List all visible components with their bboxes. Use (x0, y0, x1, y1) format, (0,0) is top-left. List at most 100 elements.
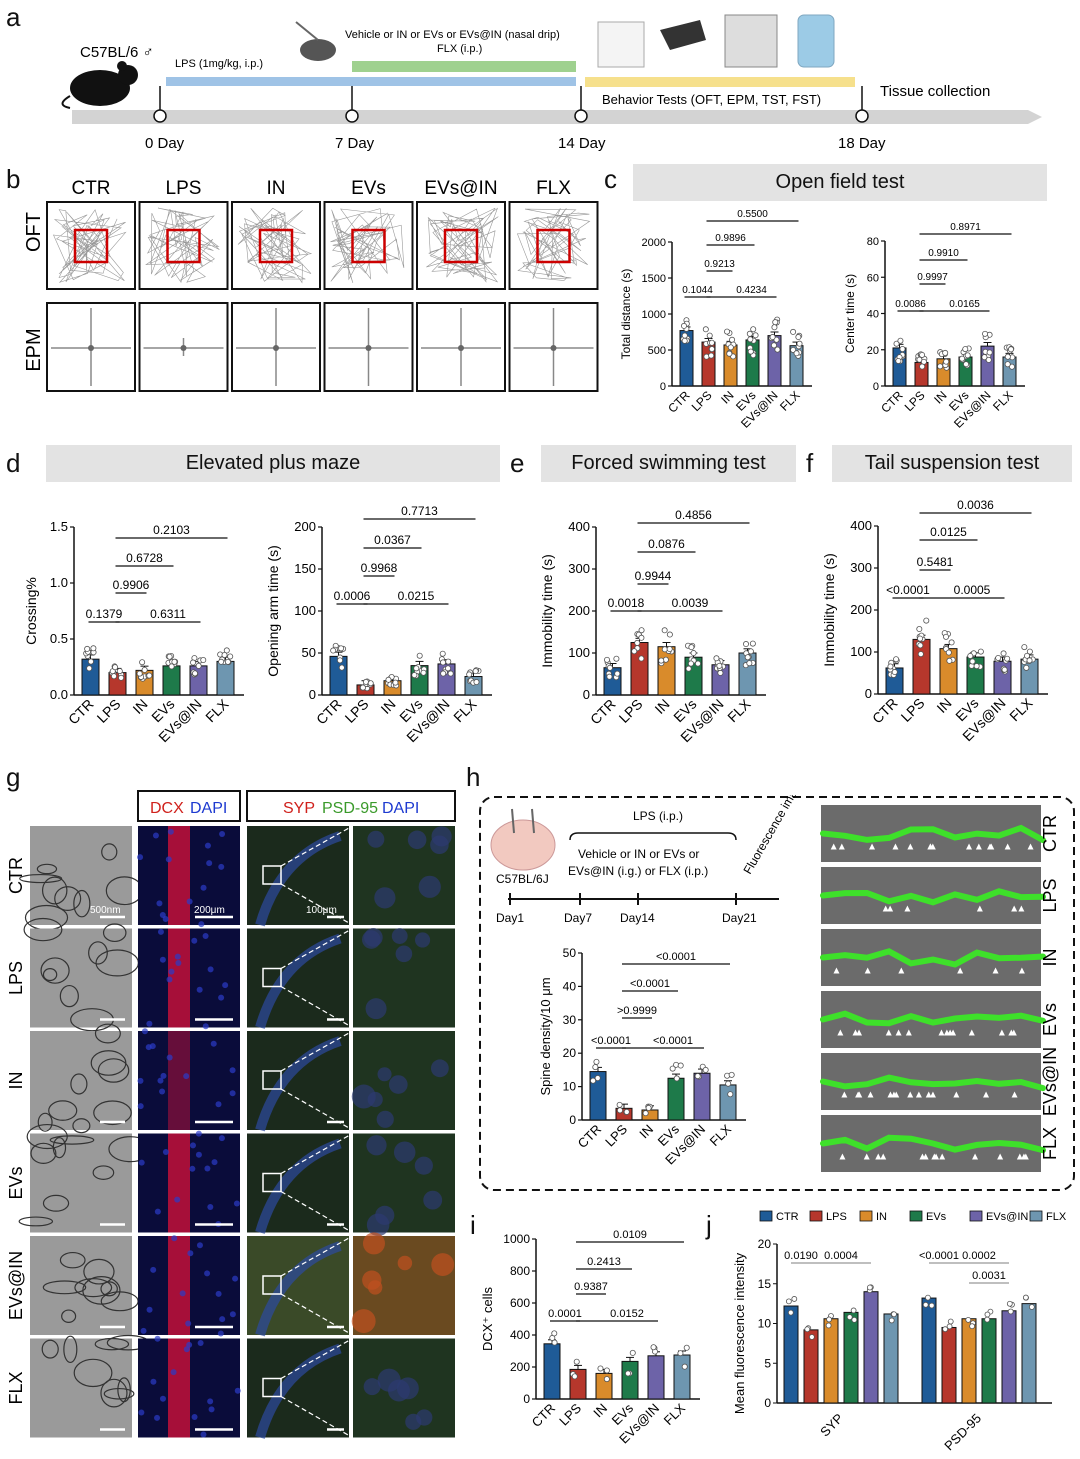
data-point (917, 635, 924, 642)
y-tick-label: 100 (568, 645, 590, 660)
b-oft-track (237, 207, 313, 284)
p-value-label: 0.9910 (928, 248, 959, 259)
data-point (747, 336, 754, 343)
b-oft-center (351, 228, 386, 264)
p-value-label: 0.0039 (672, 596, 709, 610)
y-tick-label: 400 (568, 519, 590, 534)
p-value-label: 0.5481 (917, 555, 954, 569)
p-value-label: 0.9968 (361, 561, 398, 575)
bar-EVs@IN (647, 1355, 665, 1400)
b-oft-center (258, 228, 294, 264)
data-point (597, 1365, 604, 1372)
data-point (673, 1075, 680, 1082)
data-point (917, 642, 924, 649)
p-value-label: 0.9944 (635, 569, 672, 583)
a-treat-bar (352, 61, 576, 72)
y-tick-label: 0 (309, 687, 316, 702)
p-value-label: 0.0005 (954, 583, 991, 597)
p-value-label: 0.6728 (126, 551, 163, 565)
data-point (919, 351, 926, 358)
bar-LPS (615, 1107, 633, 1121)
legend-swatch (759, 1210, 773, 1222)
p-value-label: 0.0018 (608, 596, 645, 610)
data-point (708, 346, 715, 353)
bar-CTR-PSD-95 (921, 1297, 937, 1404)
b-oft-track (330, 208, 405, 283)
y-tick-label: 20 (563, 1046, 577, 1060)
g-em-image (30, 1133, 132, 1233)
a-lps-bar (166, 77, 576, 86)
y-tick-label: 50 (302, 645, 316, 660)
a-day-18: 18 Day (838, 135, 886, 152)
data-point (338, 664, 345, 671)
data-point (963, 361, 970, 368)
x-tick-label: FLX (990, 388, 1015, 413)
y-tick-label: 100 (850, 644, 872, 659)
legend-label: EVs@IN (986, 1211, 1028, 1223)
legend-label: EVs (926, 1211, 947, 1223)
data-point (746, 660, 753, 667)
a-day-14: 14 Day (558, 135, 606, 152)
y-axis-label: Mean fluorescence intensity (732, 1252, 747, 1414)
data-point (708, 339, 715, 346)
b-oft-center (166, 228, 201, 264)
y-tick-label: 200 (568, 603, 590, 618)
y-tick-label: 0 (873, 381, 879, 393)
bar-EVs@IN (693, 1072, 711, 1121)
legend-swatch (809, 1210, 823, 1222)
g-scale-dcx: 200μm (194, 905, 225, 916)
data-point (411, 672, 418, 679)
p-value-label: 0.7713 (401, 504, 438, 518)
data-point (1008, 363, 1015, 370)
panel-a-timeline: C57BL/6 ♂ LPS (1mg/kg, i.p.) Vehicle or … (61, 14, 1042, 152)
data-point (1004, 361, 1011, 368)
y-tick-label: 300 (850, 560, 872, 575)
data-point (948, 639, 955, 646)
y-tick-label: 300 (568, 561, 590, 576)
p-value-label: 0.0109 (613, 1229, 647, 1241)
data-point (413, 665, 420, 672)
bar-EVs@IN-PSD-95 (1001, 1310, 1017, 1404)
x-tick-label: CTR (575, 1122, 604, 1151)
data-point (420, 669, 427, 676)
h-day7: Day7 (564, 911, 592, 925)
data-point (1004, 353, 1011, 360)
p-value-label: <0.0001 (886, 583, 930, 597)
y-tick-label: 60 (867, 272, 879, 284)
y-axis-label: Opening arm time (s) (265, 545, 281, 676)
f-title: Tail suspension test (832, 445, 1072, 482)
y-axis-label: Total distance (s) (619, 269, 633, 360)
data-point (694, 660, 701, 667)
p-value-label: 0.0006 (334, 589, 371, 603)
data-point (604, 656, 611, 663)
data-point (1024, 652, 1031, 659)
data-point (923, 617, 930, 624)
bar-IN (595, 1372, 613, 1400)
g-row-label: LPS (6, 961, 26, 995)
p-value-label: 0.1379 (86, 607, 123, 621)
data-point (191, 670, 198, 677)
x-tick-label: CTR (65, 696, 97, 728)
data-point (645, 1104, 652, 1111)
x-tick-label: CTR (313, 696, 345, 728)
data-point (416, 652, 423, 659)
data-point (937, 363, 944, 370)
data-point (724, 328, 731, 335)
legend-label: CTR (776, 1211, 799, 1223)
bar-CTR (589, 1071, 607, 1121)
data-point (916, 626, 923, 633)
data-point (967, 652, 974, 659)
panel-label-e: e (510, 448, 525, 478)
y-tick-label: 200 (510, 1360, 530, 1374)
h-row-label: EVs (1040, 1003, 1060, 1036)
x-tick-label: LPS (556, 1400, 584, 1428)
data-point (973, 663, 980, 670)
y-tick-label: 5 (764, 1356, 771, 1370)
data-point (1004, 655, 1011, 662)
h-row-label: IN (1040, 949, 1060, 967)
b-row-epm: EPM (23, 328, 45, 371)
panel-label-f: f (806, 448, 814, 478)
data-point (793, 350, 800, 357)
